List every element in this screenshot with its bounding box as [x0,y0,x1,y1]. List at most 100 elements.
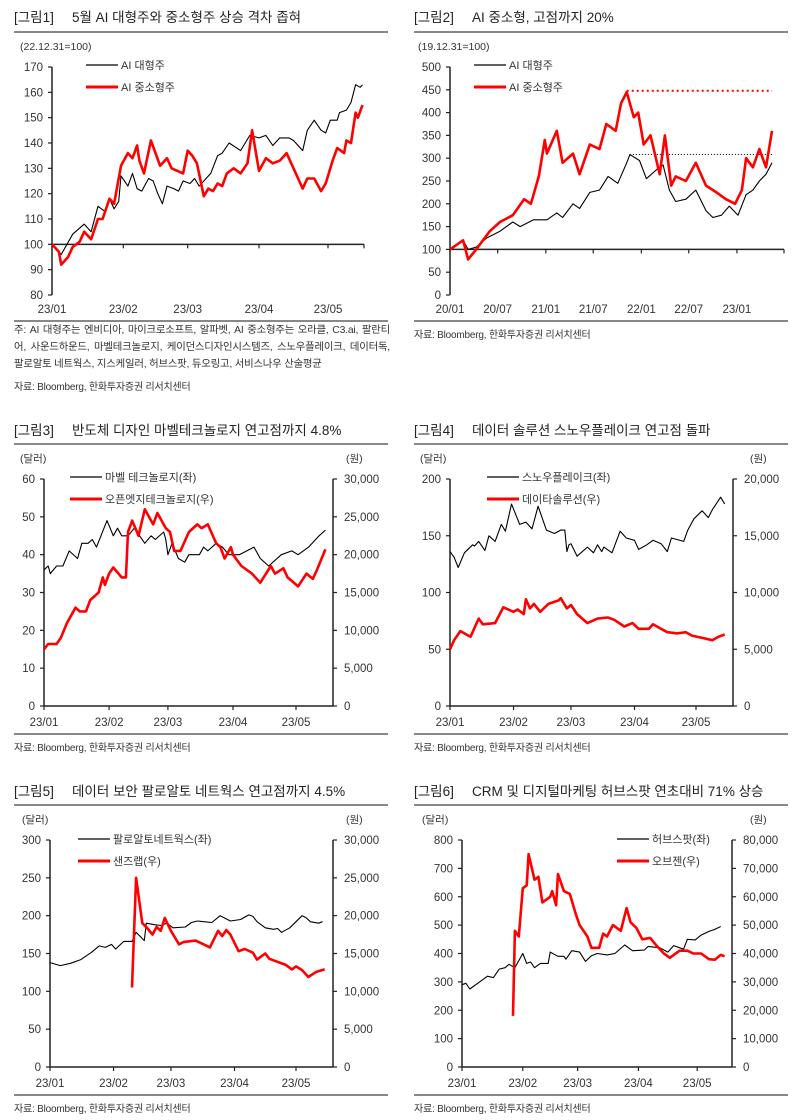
chart-4-right-unit: (원) [750,453,767,465]
chart-4-left-tick-label: 50 [428,644,441,656]
chart-4-x-tick-label: 23/04 [620,717,649,729]
chart-5-right-tick-label: 0 [344,1062,350,1074]
chart-3-x-tick-label: 23/02 [95,717,124,729]
chart-6-right-tick-label: 10,000 [743,1034,778,1046]
chart-3-x-tick-label: 23/03 [154,717,183,729]
chart-4-x-tick-label: 23/05 [682,717,711,729]
chart-5-right-tick-label: 5,000 [344,1024,373,1036]
chart-6-legend-label-2: 오브젠(우) [652,855,700,868]
chart-2-left-tick-label: 400 [422,108,441,120]
chart-5-x-tick-label: 23/05 [282,1078,311,1090]
chart-3-left-tick-label: 50 [22,512,35,524]
chart-3-x-tick-label: 23/05 [282,717,311,729]
chart-2-left-tick-label: 300 [422,153,441,165]
chart-4-legend-label-1: 스노우플레이크(좌) [522,471,610,484]
chart-1-series-line-2 [51,104,364,266]
figure-2-title: AI 중소형, 고점까지 20% [472,10,614,25]
figure-5-source: 자료: Bloomberg, 한화투자증권 리서치센터 [14,1104,191,1115]
chart-3-left-tick-label: 30 [22,588,35,600]
chart-5-x-tick-label: 23/03 [157,1078,186,1090]
chart-5-right-tick-label: 30,000 [344,835,379,847]
chart-5-left-tick-label: 50 [28,1024,41,1036]
chart-5-left-tick-label: 300 [22,835,41,847]
chart-2-left-tick-label: 350 [422,130,441,142]
figure-1-note: 주: AI 대형주는 엔비디아, 마이크로소프트, 알파벳, AI 중소형주는 … [14,325,390,370]
figure-6-title: CRM 및 디지털마케팅 허브스팟 연초대비 71% 상승 [472,784,764,799]
chart-2-x-tick-label: 22/01 [627,304,656,316]
chart-3-right-tick-label: 10,000 [344,625,379,637]
chart-5-left-tick-label: 100 [22,986,41,998]
chart-3-right-tick-label: 20,000 [344,550,379,562]
chart-5-right-tick-label: 15,000 [344,949,379,961]
chart-5-legend-label-2: 샌즈랩(우) [113,855,161,868]
chart-1-left-tick-label: 90 [30,265,43,277]
figure-4-label: [그림4] [414,423,454,438]
chart-6-x-tick-label: 23/04 [624,1078,653,1090]
chart-6-right-tick-label: 20,000 [743,1005,778,1017]
chart-1-left-tick-label: 170 [24,62,43,74]
chart-3-series-line-2 [42,508,327,651]
chart-3-left-unit: (달러) [20,453,46,465]
chart-4-left-tick-label: 200 [422,474,441,486]
figure-2-label: [그림2] [414,10,454,25]
chart-5-left-tick-label: 0 [35,1062,41,1074]
chart-2-left-tick-label: 50 [428,267,441,279]
chart-5-series-line-2 [130,876,326,988]
figure-5-label: [그림5] [14,784,54,799]
chart-2-left-tick-label: 250 [422,176,441,188]
chart-4-x-tick-label: 23/01 [436,717,465,729]
chart-4-x-tick-label: 23/02 [499,717,528,729]
figure-4-header: [그림4] 데이터 솔루션 스노우플레이크 연고점 돌파 [414,419,711,439]
chart-3-x-tick-label: 23/04 [219,717,248,729]
figure-1-source: 자료: Bloomberg, 한화투자증권 리서치센터 [14,382,191,393]
chart-6-x-tick-label: 23/03 [563,1078,592,1090]
figure-4-source: 자료: Bloomberg, 한화투자증권 리서치센터 [414,743,591,754]
chart-1-left-tick-label: 80 [30,290,43,302]
chart-2-series-line-1 [449,154,773,250]
figure-2-source: 자료: Bloomberg, 한화투자증권 리서치센터 [414,330,591,341]
chart-2-left-tick-label: 500 [422,62,441,74]
chart-1-x-tick-label: 23/02 [109,304,138,316]
chart-3-left-tick-label: 10 [22,663,35,675]
figure-3-source: 자료: Bloomberg, 한화투자증권 리서치센터 [14,743,191,754]
chart-4-right-tick-label: 5,000 [744,644,773,656]
figure-6-header: [그림6] CRM 및 디지털마케팅 허브스팟 연초대비 71% 상승 [414,780,763,800]
chart-1-left-tick-label: 150 [24,113,43,125]
chart-1-x-tick-label: 23/01 [38,304,67,316]
chart-6-series-line-2 [511,852,726,1016]
figure-6-label: [그림6] [414,784,454,799]
chart-2-x-tick-label: 21/07 [579,304,608,316]
chart-4-right-tick-label: 15,000 [744,531,779,543]
chart-2-x-tick-label: 20/01 [436,304,465,316]
chart-5-right-unit: (원) [346,814,363,826]
chart-2-series-line-2 [449,90,774,261]
figure-6-top-rule [414,804,788,806]
chart-2-x-tick-label: 22/07 [674,304,703,316]
chart-1-left-tick-label: 160 [24,87,43,99]
chart-2-legend-label-2: AI 중소형주 [509,81,563,94]
chart-6-left-tick-label: 800 [434,835,453,847]
chart-6-right-unit: (원) [750,814,767,826]
chart-6-right-tick-label: 40,000 [743,949,778,961]
figure-3-bottom-rule [14,733,388,735]
chart-4-series-line-1 [449,496,726,569]
chart-3-right-unit: (원) [346,453,363,465]
chart-3-legend-label-2: 오픈엣지테크놀로지(우) [105,493,214,506]
chart-4-left-tick-label: 100 [422,588,441,600]
chart-5-legend-label-1: 팔로알토네트웍스(좌) [113,832,211,846]
figure-4-top-rule [414,443,788,445]
chart-3-legend-label-1: 마벨 테크놀로지(좌) [105,471,196,484]
chart-1-legend-label-1: AI 대형주 [121,59,165,72]
chart-5-x-tick-label: 23/04 [220,1078,249,1090]
figure-3-label: [그림3] [14,423,54,438]
chart-4-left-tick-label: 150 [422,531,441,543]
chart-4-series-line-2 [448,596,726,650]
chart-6-right-tick-label: 30,000 [743,977,778,989]
figure-6-source: 자료: Bloomberg, 한화투자증권 리서치센터 [414,1104,591,1115]
figure-3-header: [그림3] 반도체 디자인 마벨테크놀로지 연고점까지 4.8% [14,419,341,439]
chart-3-right-tick-label: 5,000 [344,663,373,675]
chart-5-right-tick-label: 20,000 [344,911,379,923]
chart-1-left-tick-label: 120 [24,189,43,201]
chart-1-left-unit: (22.12.31=100) [20,41,92,53]
